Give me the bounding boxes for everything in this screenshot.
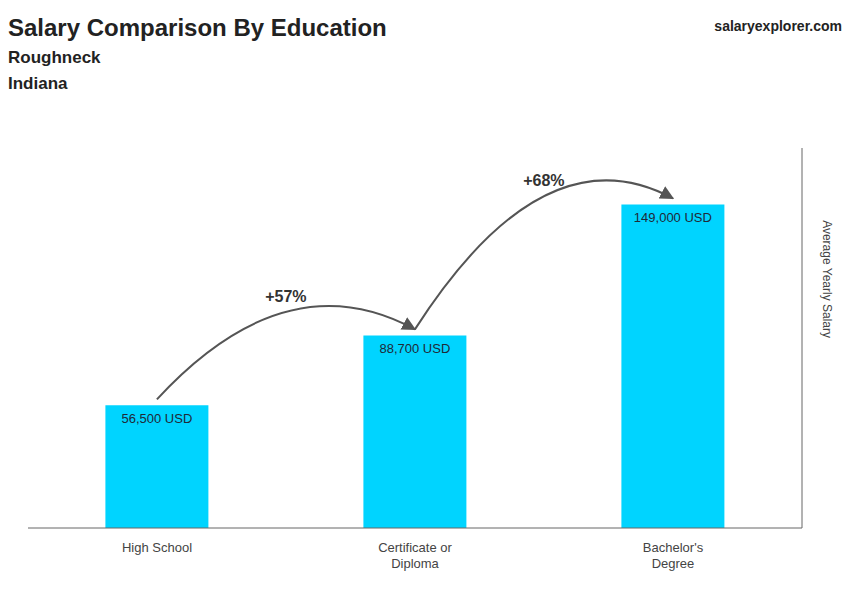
html-text:Salary Comparison By Education: Salary Comparison By Education	[8, 14, 387, 41]
svg-text:Bachelor'sDegree: Bachelor'sDegree	[643, 540, 704, 571]
svg-text:High School: High School	[122, 540, 192, 555]
html-text:salary explorer.com: salary explorer.com	[714, 18, 842, 34]
svg-text:+68%: +68%	[523, 172, 564, 189]
html-text:Roughneck: Roughneck	[8, 48, 101, 67]
svg-text:Average Yearly Salary: Average Yearly Salary	[820, 220, 834, 338]
svg-text:Certificate orDiploma: Certificate orDiploma	[378, 540, 452, 571]
svg-text:149,000 USD: 149,000 USD	[634, 210, 712, 225]
svg-text:56,500 USD: 56,500 USD	[121, 411, 192, 426]
html-text:Indiana: Indiana	[8, 74, 68, 93]
svg-text:+57%: +57%	[265, 288, 306, 305]
svg-text:88,700 USD: 88,700 USD	[379, 341, 450, 356]
